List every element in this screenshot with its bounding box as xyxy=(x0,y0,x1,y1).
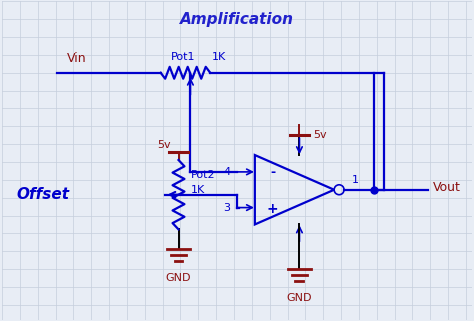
Text: 1: 1 xyxy=(352,175,359,185)
Text: +: + xyxy=(267,202,279,216)
Text: 5v: 5v xyxy=(157,140,170,150)
Text: Offset: Offset xyxy=(17,187,70,202)
Text: -: - xyxy=(270,166,275,179)
Text: Vout: Vout xyxy=(433,181,461,194)
Text: GND: GND xyxy=(166,273,191,283)
Text: 3: 3 xyxy=(224,203,230,213)
Text: Pot2: Pot2 xyxy=(191,170,215,180)
Text: GND: GND xyxy=(287,293,312,303)
Text: 1K: 1K xyxy=(191,185,205,195)
Text: 5v: 5v xyxy=(313,130,327,140)
Text: Pot1: Pot1 xyxy=(171,52,195,62)
Text: 1K: 1K xyxy=(212,52,227,62)
Text: Vin: Vin xyxy=(66,52,86,65)
Text: 4: 4 xyxy=(224,167,231,177)
Text: Amplification: Amplification xyxy=(180,12,294,27)
